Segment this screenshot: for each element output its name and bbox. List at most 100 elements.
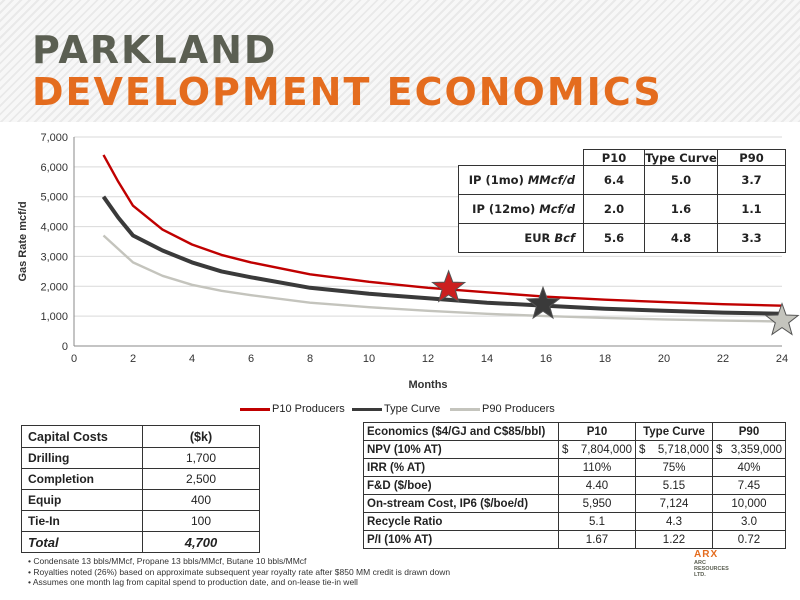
y-tick-label: 6,000 [40,162,68,174]
table-row: P/I (10% AT) 1.67 1.22 0.72 [363,530,786,549]
x-tick-label: 18 [599,353,611,365]
x-tick-label: 10 [363,353,375,365]
x-tick-label: 4 [189,353,195,365]
col-header: P10 [558,422,636,441]
col-header: P90 [712,422,786,441]
y-tick-label: 1,000 [40,311,68,323]
legend-label-p10: P10 Producers [272,403,345,415]
row-label: Drilling [21,447,143,469]
cell: 1,700 [142,447,260,469]
cell: 100 [142,510,260,532]
table-row: IRR (% AT) 110% 75% 40% [363,458,786,477]
row-label: EUR Bcf [458,223,584,253]
y-axis-label: Gas Rate mcf/d [17,201,29,281]
y-tick-label: 2,000 [40,281,68,293]
x-tick-label: 20 [658,353,670,365]
cell: 400 [142,489,260,511]
page-title-line1: PARKLAND [32,28,278,72]
star-marker [764,302,800,336]
row-label: IRR (% AT) [363,458,559,477]
table-row: Completion 2,500 [21,468,260,490]
cell: 5,950 [558,494,636,513]
row-label: IP (12mo) Mcf/d [458,194,584,224]
cell: 4.3 [635,512,713,531]
cell: 2.0 [583,194,645,224]
x-tick-label: 6 [248,353,254,365]
y-tick-label: 7,000 [40,132,68,144]
table-header-row: Economics ($4/GJ and C$85/bbl) P10 Type … [363,422,786,441]
cell: 5.0 [644,165,718,195]
cell: 2,500 [142,468,260,490]
title-band: PARKLAND DEVELOPMENT ECONOMICS [0,0,800,122]
economics-table: Economics ($4/GJ and C$85/bbl) P10 Type … [363,422,786,549]
table-row: Tie-In 100 [21,510,260,532]
cell: 0.72 [712,530,786,549]
row-label: On-stream Cost, IP6 ($/boe/d) [363,494,559,513]
star-marker [431,269,467,303]
x-tick-label: 8 [307,353,313,365]
cell: 110% [558,458,636,477]
cell: 1.1 [717,194,786,224]
cell: 5.6 [583,223,645,253]
empty-cell [458,149,584,166]
cell: 10,000 [712,494,786,513]
table-row: EUR Bcf 5.6 4.8 3.3 [458,223,786,253]
series-line [102,154,783,307]
x-tick-label: 14 [481,353,493,365]
x-tick-label: 0 [71,353,77,365]
x-tick-label: 22 [717,353,729,365]
table-row: IP (1mo) MMcf/d 6.4 5.0 3.7 [458,165,786,195]
x-tick-label: 2 [130,353,136,365]
legend-swatch-p90 [450,408,480,411]
footnote: • Condensate 13 bbls/MMcf, Propane 13 bb… [28,556,307,566]
table-row: NPV (10% AT) $7,804,000 $5,718,000 $3,35… [363,440,786,459]
row-label: NPV (10% AT) [363,440,559,459]
footnotes: • Condensate 13 bbls/MMcf, Propane 13 bb… [28,556,450,588]
logo-sub: RESOURCES [694,566,729,572]
table-header-row: Capital Costs ($k) [21,425,260,448]
cell: $7,804,000 [558,440,636,459]
cell: 4,700 [142,531,260,553]
row-label: Tie-In [21,510,143,532]
chart-legend: P10 Producers Type Curve P90 Producers [240,400,570,418]
capital-costs-table: Capital Costs ($k) Drilling 1,700 Comple… [21,425,260,553]
row-label: Recycle Ratio [363,512,559,531]
cell: 7.45 [712,476,786,495]
cell: 5.1 [558,512,636,531]
row-label: Completion [21,468,143,490]
cell: 3.3 [717,223,786,253]
series-line [102,234,783,323]
table-row: Recycle Ratio 5.1 4.3 3.0 [363,512,786,531]
x-axis-label: Months [408,379,447,391]
cell: 4.8 [644,223,718,253]
cell: 3.0 [712,512,786,531]
cell: 40% [712,458,786,477]
cell: 4.40 [558,476,636,495]
cell: 1.6 [644,194,718,224]
table-header-row: P10 Type Curve P90 [458,149,786,166]
logo-sub: ARC [694,560,706,566]
col-header: ($k) [142,425,260,448]
cell: 1.67 [558,530,636,549]
y-tick-label: 4,000 [40,222,68,234]
total-row: Total 4,700 [21,531,260,553]
col-header: Capital Costs [21,425,143,448]
series-line [101,195,783,316]
x-tick-label: 24 [776,353,788,365]
col-header: Type Curve [644,149,718,166]
footnote: • Assumes one month lag from capital spe… [28,577,358,587]
cell: 1.22 [635,530,713,549]
cell: 3.7 [717,165,786,195]
table-row: Equip 400 [21,489,260,511]
col-header: Type Curve [635,422,713,441]
company-logo: ARX ARC RESOURCES LTD. [694,549,738,578]
logo-sub: LTD. [694,572,706,578]
logo-wordmark: ARX [694,549,719,560]
row-label: Total [21,531,143,553]
cell: 6.4 [583,165,645,195]
col-header: P10 [583,149,645,166]
x-tick-label: 12 [422,353,434,365]
legend-label-p90: P90 Producers [482,403,555,415]
cell: 5.15 [635,476,713,495]
